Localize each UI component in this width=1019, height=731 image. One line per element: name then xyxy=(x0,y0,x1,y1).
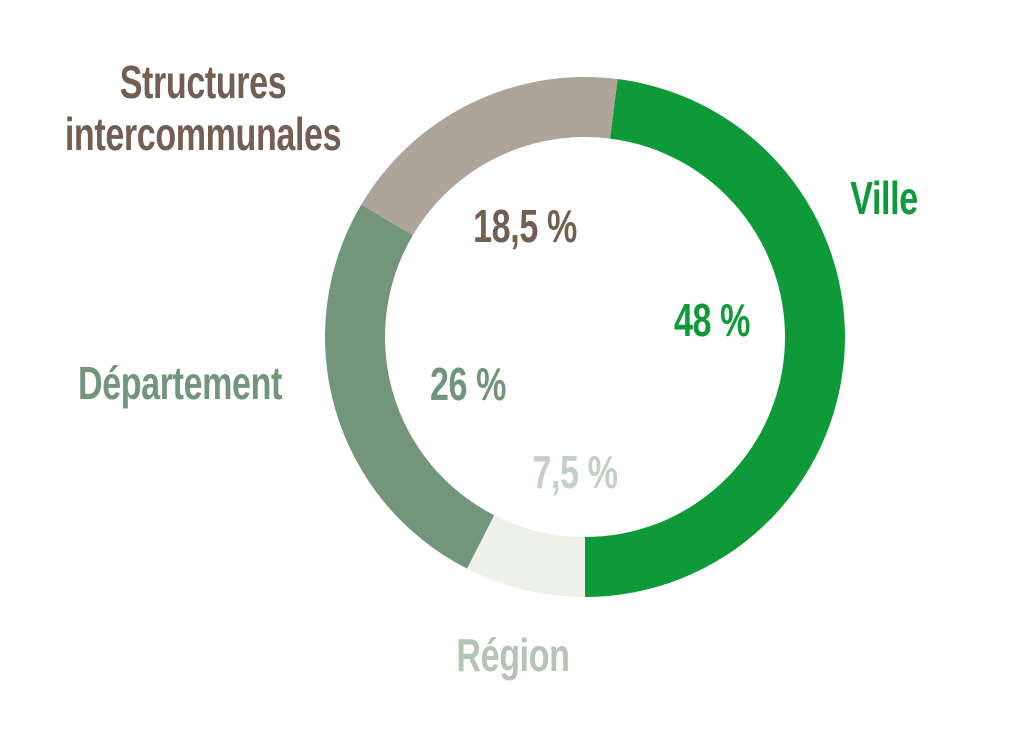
donut-segment xyxy=(324,204,495,569)
donut-segment xyxy=(585,79,845,598)
category-label: Ville xyxy=(850,172,918,224)
category-label: Structures intercommunales xyxy=(64,56,342,160)
value-label: 26 % xyxy=(429,358,507,410)
value-label: 48 % xyxy=(673,294,751,346)
donut-segment xyxy=(361,76,618,236)
category-label: Région xyxy=(456,629,570,681)
category-label: Département xyxy=(77,357,283,409)
value-label: 18,5 % xyxy=(473,200,577,252)
donut-segment xyxy=(466,515,585,597)
value-label: 7,5 % xyxy=(532,446,618,498)
